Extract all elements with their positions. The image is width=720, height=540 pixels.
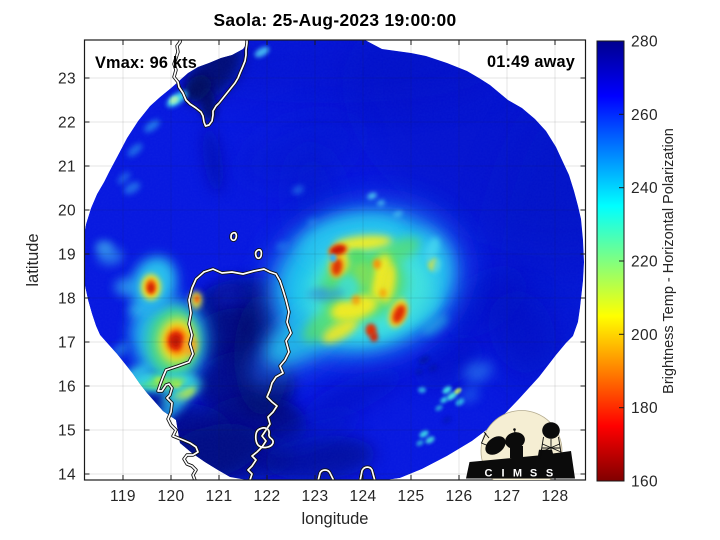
svg-text:121: 121 (205, 488, 232, 505)
svg-text:122: 122 (253, 488, 280, 505)
svg-text:126: 126 (445, 488, 472, 505)
svg-text:S: S (546, 468, 553, 480)
svg-text:22: 22 (58, 115, 76, 132)
svg-text:119: 119 (110, 488, 136, 505)
svg-text:240: 240 (631, 180, 658, 197)
svg-text:Brightness Temp - Horizontal P: Brightness Temp - Horizontal Polarizatio… (661, 128, 677, 394)
svg-text:S: S (530, 468, 537, 480)
svg-text:23: 23 (58, 71, 76, 88)
svg-text:C: C (485, 468, 493, 480)
svg-text:20: 20 (58, 203, 76, 220)
svg-text:16: 16 (58, 379, 76, 396)
svg-text:200: 200 (631, 327, 658, 344)
svg-text:01:49 away: 01:49 away (487, 53, 575, 71)
svg-text:220: 220 (631, 254, 658, 271)
svg-text:19: 19 (58, 247, 76, 264)
svg-text:latitude: latitude (24, 233, 42, 286)
svg-text:125: 125 (397, 488, 424, 505)
svg-text:longitude: longitude (302, 510, 369, 528)
svg-text:123: 123 (301, 488, 328, 505)
svg-text:21: 21 (58, 159, 76, 176)
svg-text:14: 14 (58, 467, 76, 484)
svg-text:260: 260 (631, 107, 658, 124)
svg-text:280: 280 (631, 34, 658, 51)
svg-text:15: 15 (58, 423, 76, 440)
svg-text:17: 17 (58, 335, 76, 352)
svg-text:Saola: 25-Aug-2023 19:00:00: Saola: 25-Aug-2023 19:00:00 (214, 10, 457, 30)
svg-text:Vmax: 96 kts: Vmax: 96 kts (95, 54, 197, 72)
svg-text:120: 120 (157, 488, 184, 505)
svg-text:160: 160 (631, 474, 658, 491)
svg-text:127: 127 (493, 488, 520, 505)
svg-text:180: 180 (631, 400, 658, 417)
svg-text:18: 18 (58, 291, 76, 308)
svg-text:128: 128 (541, 488, 568, 505)
svg-text:124: 124 (349, 488, 376, 505)
svg-text:I: I (501, 468, 504, 480)
svg-text:M: M (513, 468, 522, 480)
